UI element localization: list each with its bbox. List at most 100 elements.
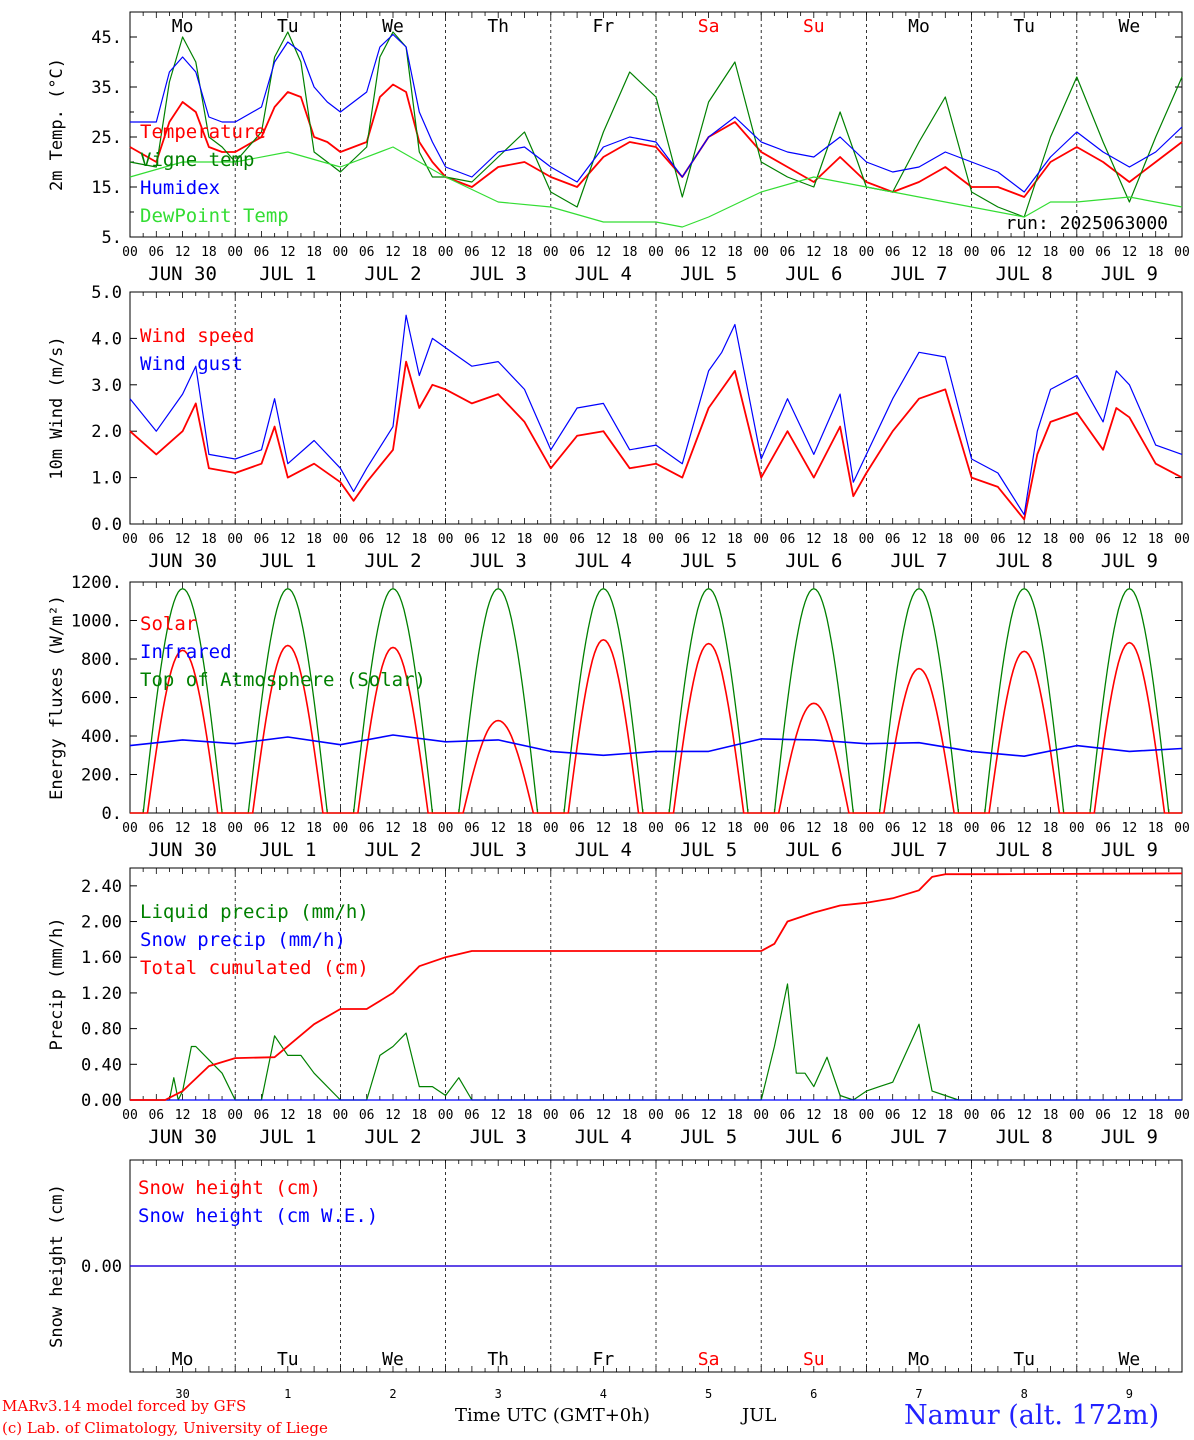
- hour-tick-label: 18: [727, 821, 743, 836]
- weekday-label: We: [382, 16, 404, 37]
- y-tick-label: 0.: [102, 804, 122, 824]
- date-label: JUL 1: [259, 550, 316, 572]
- hour-tick-label: 06: [254, 532, 270, 547]
- hour-tick-label: 06: [990, 1108, 1006, 1123]
- hour-tick-label: 12: [385, 532, 401, 547]
- hour-tick-label: 06: [254, 245, 270, 260]
- day-number-label: 9: [1126, 1387, 1133, 1401]
- hour-tick-label: 06: [674, 532, 690, 547]
- weekday-label: Sa: [698, 16, 720, 37]
- hour-tick-label: 12: [806, 532, 822, 547]
- series-wind-gust: [129, 314, 1183, 516]
- hour-tick-label: 06: [148, 1108, 164, 1123]
- hour-tick-label: 06: [359, 821, 375, 836]
- date-label: JUL 1: [259, 263, 316, 285]
- hour-tick-label: 18: [306, 245, 322, 260]
- date-label: JUN 30: [148, 839, 217, 861]
- y-tick-label: 5.: [102, 228, 122, 248]
- hour-tick-label: 12: [490, 1108, 506, 1123]
- hour-tick-label: 12: [175, 245, 191, 260]
- hour-tick-label: 18: [306, 532, 322, 547]
- hour-tick-label: 00: [648, 1108, 664, 1123]
- date-label: JUL 8: [996, 839, 1053, 861]
- hour-tick-label: 12: [1122, 821, 1138, 836]
- legend-entry: Solar: [140, 613, 197, 635]
- date-label: JUL 4: [575, 1126, 632, 1148]
- date-label: JUL 9: [1101, 1126, 1158, 1148]
- hour-tick-label: 06: [464, 821, 480, 836]
- hour-tick-label: 12: [490, 532, 506, 547]
- series-solar: [130, 638, 1182, 814]
- hour-tick-label: 00: [859, 245, 875, 260]
- legend-entry: Liquid precip (mm/h): [140, 901, 369, 923]
- hour-tick-label: 00: [753, 245, 769, 260]
- hour-tick-label: 18: [201, 1108, 217, 1123]
- y-axis-label: Snow height (cm): [47, 1184, 67, 1348]
- hour-tick-label: 00: [1069, 245, 1085, 260]
- hour-tick-label: 12: [911, 245, 927, 260]
- hour-tick-label: 06: [780, 1108, 796, 1123]
- hour-tick-label: 12: [490, 245, 506, 260]
- weekday-label: We: [1119, 1349, 1141, 1370]
- hour-tick-label: 12: [175, 821, 191, 836]
- hour-tick-label: 12: [911, 532, 927, 547]
- hour-tick-label: 12: [911, 821, 927, 836]
- hour-tick-label: 12: [1016, 1108, 1032, 1123]
- hour-tick-label: 12: [385, 821, 401, 836]
- date-label: JUL 6: [785, 1126, 842, 1148]
- hour-tick-label: 00: [1174, 532, 1190, 547]
- date-label: JUL 7: [890, 839, 947, 861]
- y-tick-label: 1000.: [71, 612, 122, 632]
- hour-tick-label: 06: [254, 1108, 270, 1123]
- y-tick-label: 1.20: [81, 984, 122, 1004]
- y-tick-label: 3.0: [91, 376, 122, 396]
- hour-tick-label: 00: [438, 532, 454, 547]
- y-axis-label: 10m Wind (m/s): [47, 336, 67, 479]
- hour-tick-label: 00: [438, 821, 454, 836]
- weekday-label: Fr: [593, 16, 615, 37]
- hour-tick-label: 18: [1043, 532, 1059, 547]
- hour-tick-label: 18: [1043, 821, 1059, 836]
- hour-tick-label: 06: [569, 245, 585, 260]
- hour-tick-label: 06: [780, 532, 796, 547]
- legend-entry: Temperature: [140, 121, 266, 143]
- hour-tick-label: 18: [306, 1108, 322, 1123]
- hour-tick-label: 12: [806, 245, 822, 260]
- hour-tick-label: 18: [411, 1108, 427, 1123]
- y-tick-label: 200.: [81, 766, 122, 786]
- hour-tick-label: 12: [596, 1108, 612, 1123]
- hour-tick-label: 06: [990, 532, 1006, 547]
- date-label: JUL 6: [785, 550, 842, 572]
- weekday-label: Fr: [593, 1349, 615, 1370]
- hour-tick-label: 12: [806, 1108, 822, 1123]
- weekday-label: Su: [803, 16, 825, 37]
- y-tick-label: 1200.: [71, 573, 122, 593]
- y-tick-label: 0.40: [81, 1055, 122, 1075]
- hour-tick-label: 18: [622, 245, 638, 260]
- hour-tick-label: 12: [596, 821, 612, 836]
- hour-tick-label: 00: [543, 1108, 559, 1123]
- hour-tick-label: 00: [964, 532, 980, 547]
- date-label: JUN 30: [148, 1126, 217, 1148]
- panel-4: 0.00 0.40 0.80 1.20 1.60 2.00 2.40 Precip (mm/h…: [47, 867, 1190, 1148]
- time-axis-label: Time UTC (GMT+0h): [455, 1405, 650, 1426]
- hour-tick-label: 12: [1122, 245, 1138, 260]
- hour-tick-label: 06: [1095, 245, 1111, 260]
- hour-tick-label: 12: [806, 821, 822, 836]
- date-label: JUL 9: [1101, 550, 1158, 572]
- hour-tick-label: 18: [411, 821, 427, 836]
- y-tick-label: 0.80: [81, 1020, 122, 1040]
- date-label: JUL 8: [996, 1126, 1053, 1148]
- hour-tick-label: 12: [385, 1108, 401, 1123]
- hour-tick-label: 00: [859, 821, 875, 836]
- hour-tick-label: 12: [175, 532, 191, 547]
- hour-tick-label: 00: [1069, 1108, 1085, 1123]
- hour-tick-label: 18: [201, 245, 217, 260]
- date-label: JUL 8: [996, 263, 1053, 285]
- hour-tick-label: 06: [674, 821, 690, 836]
- date-label: JUL 3: [470, 1126, 527, 1148]
- hour-tick-label: 12: [1016, 245, 1032, 260]
- hour-tick-label: 00: [122, 821, 138, 836]
- y-tick-label: 0.0: [91, 515, 122, 535]
- date-label: JUL 5: [680, 1126, 737, 1148]
